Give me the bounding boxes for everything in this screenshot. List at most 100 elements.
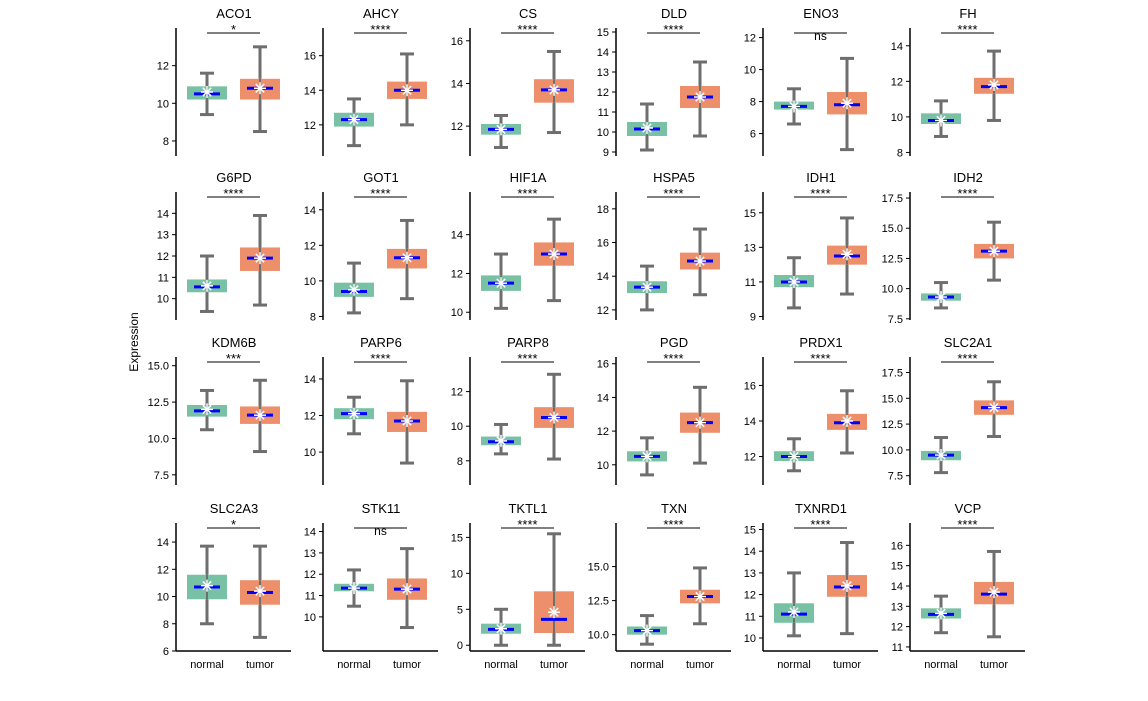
y-tick-label: 10.0 [882, 284, 903, 296]
panel-title: STK11 [362, 501, 401, 516]
y-tick-label: 12 [744, 452, 756, 464]
y-tick-label: 10 [451, 307, 463, 319]
mean-marker [641, 450, 653, 463]
y-tick-label: 10 [157, 294, 169, 306]
mean-marker [641, 281, 653, 294]
mean-marker-stroke [842, 98, 852, 108]
mean-marker [988, 245, 1000, 258]
y-tick-label: 16 [597, 238, 609, 250]
y-tick-label: 15.0 [882, 223, 903, 235]
y-tick-label: 12 [597, 305, 609, 317]
y-tick-label: 18 [597, 204, 609, 216]
mean-marker-stroke [989, 246, 999, 256]
panel-title: FH [959, 6, 976, 21]
y-tick-label: 11 [158, 272, 169, 284]
sig-label: **** [957, 22, 977, 37]
mean-marker-stroke [789, 607, 799, 617]
mean-marker-stroke [202, 281, 212, 291]
panel-slc2a3: SLC2A3 6 8 10 12 14 * normal tumor [157, 501, 291, 671]
y-tick-label: 11 [305, 591, 316, 603]
panel-parp6: PARP6 10 12 14 **** [304, 335, 427, 485]
y-tick-label: 10 [891, 112, 903, 124]
x-tick-label: normal [777, 659, 811, 671]
y-tick-label: 10 [451, 568, 463, 580]
mean-marker-stroke [549, 249, 559, 259]
y-tick-label: 12 [597, 426, 609, 438]
panel-title: PRDX1 [799, 335, 842, 350]
mean-marker [788, 100, 800, 113]
y-tick-label: 12 [597, 87, 609, 99]
mean-marker-stroke [642, 625, 652, 636]
sig-label: **** [810, 351, 830, 366]
y-tick-label: 16 [891, 540, 903, 552]
y-tick-label: 15 [744, 208, 756, 220]
mean-marker [694, 416, 706, 429]
sig-label: **** [517, 22, 537, 37]
panel-txnrd1: TXNRD1 10 11 12 13 14 15 **** normal tumor [744, 501, 878, 671]
sig-label: * [231, 517, 236, 532]
mean-marker [641, 624, 653, 637]
mean-marker-stroke [989, 587, 999, 597]
y-tick-label: 12 [451, 387, 463, 399]
mean-marker [548, 83, 560, 96]
panel-title: G6PD [216, 170, 251, 185]
mean-marker-stroke [496, 278, 506, 288]
x-tick-label: normal [630, 659, 664, 671]
sig-label: **** [370, 351, 390, 366]
sig-label: **** [663, 186, 683, 201]
x-tick-label: tumor [833, 659, 861, 671]
sig-label: **** [810, 186, 830, 201]
mean-marker-stroke [349, 583, 359, 593]
y-tick-label: 13 [891, 601, 903, 613]
panel-title: ACO1 [216, 6, 251, 21]
y-tick-label: 12 [891, 622, 903, 634]
mean-marker [841, 579, 853, 592]
x-tick-label: normal [337, 659, 371, 671]
y-tick-label: 12.5 [588, 596, 609, 608]
mean-marker [694, 91, 706, 103]
y-tick-label: 14 [891, 581, 903, 593]
mean-marker [935, 291, 947, 304]
panel-title: ENO3 [803, 6, 838, 21]
panel-title: PARP6 [360, 335, 402, 350]
y-tick-label: 8 [310, 311, 316, 323]
y-tick-label: 12 [157, 251, 169, 263]
panel-got1: GOT1 8 10 12 14 **** [304, 170, 427, 323]
x-tick-label: tumor [686, 659, 714, 671]
sig-label: * [231, 22, 236, 37]
x-tick-label: tumor [393, 659, 421, 671]
y-tick-label: 15 [597, 27, 609, 39]
mean-marker [548, 248, 560, 261]
y-tick-label: 14 [597, 392, 609, 404]
mean-marker [348, 407, 360, 420]
panel-idh2: IDH2 7.5 10.0 12.5 15.0 17.5 **** [882, 170, 1014, 326]
mean-marker [201, 86, 213, 98]
mean-marker-stroke [789, 451, 799, 462]
mean-marker-stroke [496, 436, 506, 446]
y-tick-label: 14 [891, 41, 903, 53]
y-tick-label: 11 [892, 642, 903, 654]
y-tick-label: 12.5 [882, 419, 903, 431]
mean-marker [254, 585, 266, 598]
y-tick-label: 9 [750, 312, 756, 324]
y-tick-label: 16 [304, 51, 316, 63]
mean-marker [548, 606, 560, 619]
mean-marker-stroke [842, 416, 852, 426]
mean-marker [401, 415, 413, 427]
mean-marker-stroke [496, 623, 506, 634]
mean-marker-stroke [202, 404, 212, 415]
panel-g6pd: G6PD 10 11 12 13 14 **** [157, 170, 280, 320]
y-tick-label: 17.5 [882, 193, 903, 205]
mean-marker-stroke [549, 607, 559, 617]
panel-hspa5: HSPA5 12 14 16 18 **** [597, 170, 720, 320]
y-tick-label: 10 [597, 127, 609, 139]
mean-marker-stroke [349, 114, 359, 125]
sig-label: **** [957, 351, 977, 366]
panel-prdx1: PRDX1 12 14 16 **** [744, 335, 867, 485]
mean-marker [254, 409, 266, 422]
y-tick-label: 16 [744, 380, 756, 392]
y-tick-label: 13 [157, 230, 169, 242]
y-tick-label: 14 [304, 374, 316, 386]
mean-marker-stroke [642, 282, 652, 292]
panel-tktl1: TKTL1 0 5 10 15 **** normal tumor [451, 501, 585, 671]
